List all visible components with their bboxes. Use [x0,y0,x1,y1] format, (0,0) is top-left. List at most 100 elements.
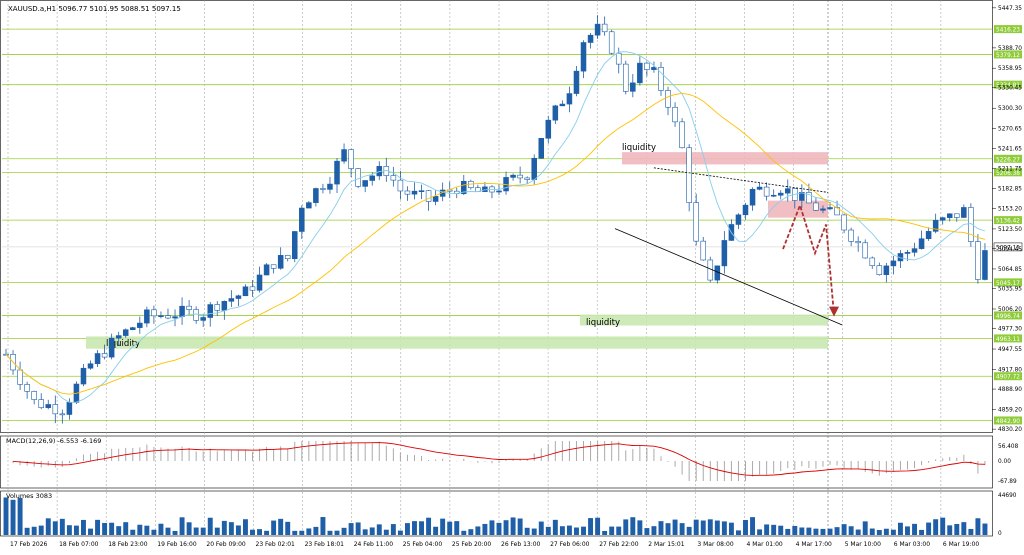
candle-body [615,52,622,65]
volume-bar [574,527,579,535]
candle-body [904,252,911,254]
volume-bar [235,525,241,535]
macd-signal-line [12,442,986,476]
main-panel-border [0,0,993,433]
candle-body [291,231,298,260]
candle-body [80,367,87,385]
candle-body [122,329,129,336]
candle-body [820,208,826,211]
price-tick-label: 5006.20 [998,307,1022,313]
macd-tick-label: 56.408 [998,444,1019,450]
candle-body [799,192,805,201]
volume-bar [841,524,847,535]
liquidity-zone-mid [580,314,828,326]
time-tick-label: 25 Feb 04:00 [403,541,443,548]
volume-bar [686,526,692,535]
level-tag-label: 5334.81 [996,83,1020,89]
volume-bar [144,525,150,535]
candle-body [341,149,347,162]
volume-bar [285,521,291,535]
volumes-panel-border [0,490,993,537]
candle-body [608,31,615,54]
volume-bar [348,523,354,535]
macd-panel: 56.408 0.00 -67.89 [12,441,1019,485]
price-tick-label: 5388.70 [998,46,1022,52]
volume-bar [975,518,981,535]
liquidity-label-top: liquidity [622,143,656,153]
candle-body [813,202,819,211]
grid [0,0,993,537]
volume-bar [271,520,277,535]
symbol-info: XAUUSD.a,H1 5096.77 5101.95 5088.51 5097… [8,5,181,13]
volume-bar [693,519,699,535]
time-tick-label: 4 Mar 01:00 [747,541,783,548]
volume-bar [45,518,51,535]
volume-bar [404,523,410,535]
volume-bar [440,518,446,535]
volume-bar [228,522,234,535]
volume-bar [926,522,932,535]
volume-bar [679,523,685,535]
candle-body [411,190,418,195]
volume-bar [630,517,636,535]
candle-body [827,207,833,210]
level-tag-label: 4842.90 [996,419,1020,425]
price-tick-label: 5447.35 [998,6,1022,12]
candle-body [876,265,883,275]
volume-bar [637,520,643,535]
volume-bar [700,520,706,535]
candle-body [770,194,777,197]
candle-body [954,213,960,218]
volume-bar [292,530,298,535]
level-tag [994,278,1022,287]
price-tick-label: 5300.30 [998,106,1022,112]
time-tick-label: 19 Feb 16:00 [157,541,197,548]
level-tag [994,80,1022,89]
candle-body [721,240,728,267]
candle-body [108,337,115,358]
volume-bar [327,530,333,535]
volume-bar [883,528,889,535]
macd-label: MACD(12,26,9) -6.553 -6.169 [6,437,101,445]
volume-bar [306,528,312,535]
price-tick-label: 5270.65 [998,126,1022,132]
projection-arrowhead [829,306,839,317]
candle-body [299,207,305,232]
candle-body [179,305,185,317]
candle-body [200,317,206,321]
volume-bar [771,524,777,535]
volume-bar [447,521,453,535]
volume-bar [982,523,988,535]
volume-bar [214,527,220,535]
candle-body [52,404,59,415]
candle-body [911,248,918,253]
candle-body [425,190,432,202]
volume-bar [968,528,974,535]
liquidity-label-mid: liquidity [586,318,620,328]
candle-body [228,298,235,302]
volume-bar [3,497,9,535]
level-tag-label: 5226.27 [996,157,1020,163]
volume-bar [778,525,784,535]
drawings [614,167,843,326]
price-tick-label: 4830.20 [998,427,1022,433]
liquidity-label-left: liquidity [106,339,140,349]
volume-bar [130,529,136,535]
volume-bar [369,527,375,535]
volume-bar [412,521,417,535]
candle-body [637,62,643,84]
candle-body [101,353,108,358]
volume-bar [165,527,171,535]
candle-body [890,260,897,267]
candle-body [362,180,368,187]
volume-bar [503,520,509,535]
candle-body [932,219,939,232]
volume-bar [644,528,650,535]
candle-body [158,315,164,317]
candle-body [538,137,545,159]
volume-tick-label: 0 [998,531,1002,537]
candle-body [24,384,30,392]
price-tick-label: 5182.85 [998,186,1022,192]
